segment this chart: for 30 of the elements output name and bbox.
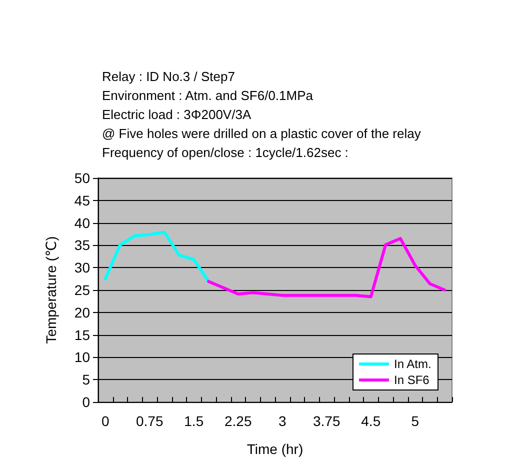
y-tick-label: 10	[74, 349, 90, 366]
text: Environment : Atm. and SF6/0.1MPa	[102, 88, 314, 103]
y-tick-label: 30	[74, 260, 90, 276]
y-tick-label: 45	[74, 192, 90, 208]
x-tick-label: 1.5	[184, 413, 204, 429]
legend-label: In SF6	[394, 373, 430, 387]
x-tick-label: 3	[278, 413, 286, 429]
line-series	[207, 236, 446, 298]
x-axis-title: Time (hr)	[246, 441, 304, 457]
y-tick-label: 0	[82, 394, 90, 410]
legend-label: In Atm.	[394, 357, 432, 371]
y-tick-label: 40	[74, 214, 90, 231]
text: @ Five holes were drilled on a plastic cover of the relay	[102, 126, 422, 141]
y-tick-label: 15	[74, 326, 90, 343]
x-tick-label: 0	[101, 413, 110, 429]
y-tick-label: 5	[82, 372, 90, 388]
line-series	[104, 230, 210, 283]
x-tick-label: 0.75	[136, 413, 164, 429]
y-tick-label: 50	[74, 170, 90, 186]
y-tick-label: 35	[74, 237, 90, 254]
text: Electric load : 3Φ200V/3A	[102, 107, 252, 122]
text: Frequency of open/close : 1cycle/1.62sec :	[102, 145, 348, 160]
x-tick-label: 4.5	[361, 413, 381, 429]
y-axis-title: Temperature (℃)	[43, 236, 59, 344]
x-tick-label: 2.25	[224, 413, 252, 429]
y-tick-label: 20	[74, 304, 90, 320]
x-tick-label: 3.75	[313, 413, 340, 429]
x-tick-label: 5	[411, 413, 420, 429]
text: Relay : ID No.3 / Step7	[102, 69, 235, 84]
y-tick-label: 25	[74, 282, 90, 298]
